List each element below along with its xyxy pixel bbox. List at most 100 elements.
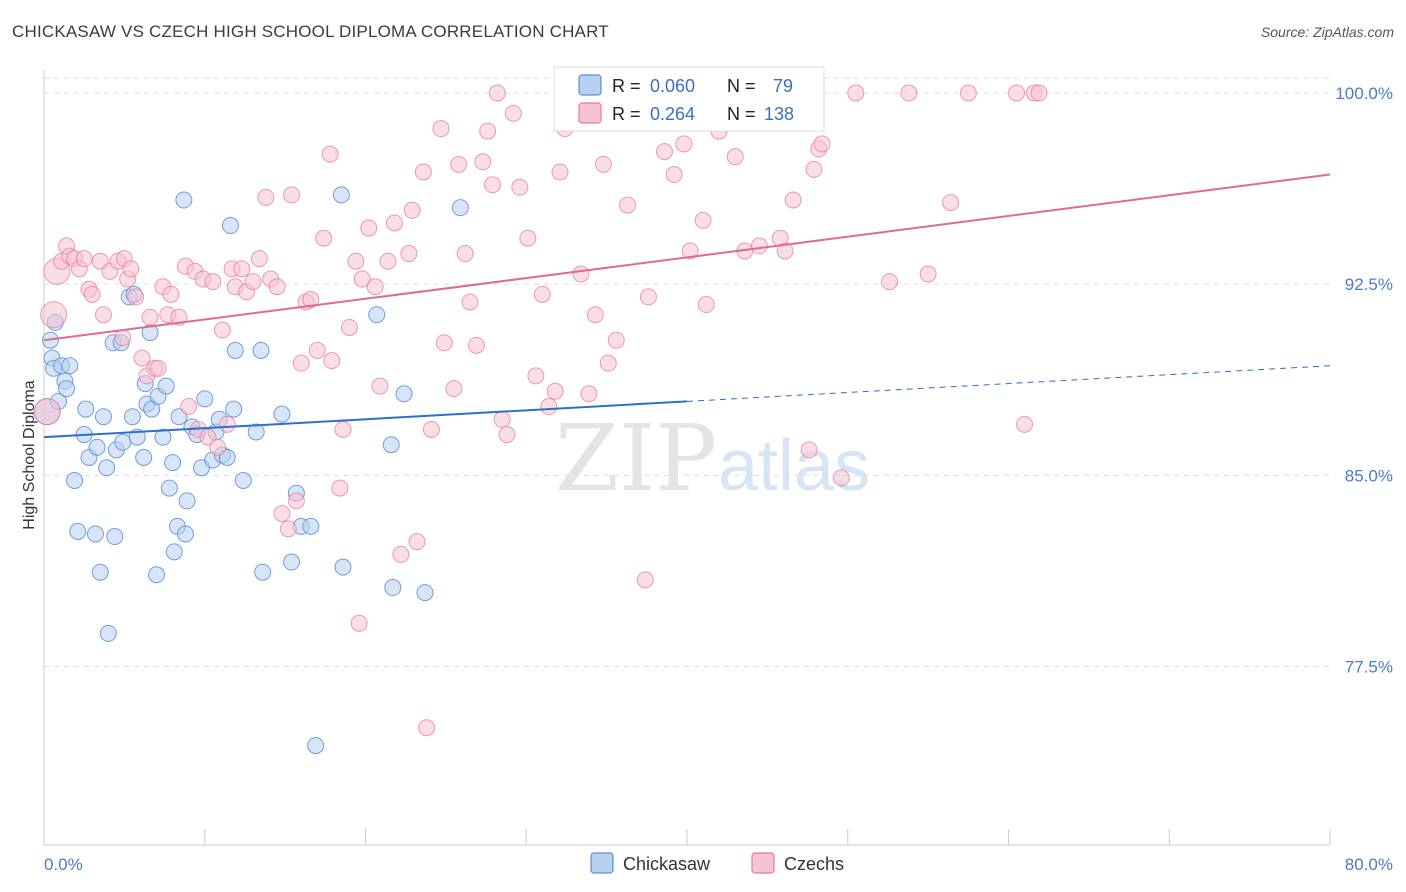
czech-point	[483, 176, 501, 194]
chickasaw-point	[226, 341, 244, 359]
czech-point	[784, 191, 802, 209]
czech-point	[83, 285, 101, 303]
czech-point	[432, 120, 450, 138]
czech-point	[461, 293, 479, 311]
czech-point	[371, 377, 389, 395]
chickasaw-point	[69, 522, 87, 540]
czech-point	[607, 331, 625, 349]
czech-point	[919, 265, 937, 283]
y-tick-label: 92.5%	[1345, 275, 1393, 294]
czech-point	[800, 441, 818, 459]
czech-point	[273, 505, 291, 523]
czech-point	[244, 273, 262, 291]
chickasaw-point	[221, 217, 239, 235]
czech-point	[467, 336, 485, 354]
czech-point	[418, 719, 436, 737]
chickasaw-point	[98, 459, 116, 477]
chickasaw-point	[91, 563, 109, 581]
czech-point	[655, 143, 673, 161]
chickasaw-point	[252, 341, 270, 359]
czech-point	[580, 385, 598, 403]
czech-point	[360, 219, 378, 237]
legend-r-value-czech: 0.264	[650, 104, 695, 124]
chickasaw-point	[225, 400, 243, 418]
watermark-zip: ZIP	[555, 405, 717, 512]
czech-point	[180, 398, 198, 416]
czech-point	[127, 288, 145, 306]
czech-point	[334, 420, 352, 438]
czech-point	[639, 288, 657, 306]
czech-point	[675, 135, 693, 153]
chickasaw-point	[332, 186, 350, 204]
czech-point	[694, 211, 712, 229]
chickasaw-point	[94, 408, 112, 426]
chickasaw-point	[135, 449, 153, 466]
chickasaw-point	[99, 624, 117, 642]
watermark: ZIP atlas	[555, 405, 870, 512]
czech-point	[209, 438, 227, 456]
czech-point	[594, 155, 612, 173]
chickasaw-point	[247, 423, 265, 441]
chickasaw-point	[196, 390, 214, 408]
chickasaw-point	[283, 553, 301, 571]
czech-point	[287, 492, 305, 510]
czech-point	[546, 382, 564, 400]
czech-point	[832, 469, 850, 487]
czech-point	[292, 354, 310, 372]
czech-point	[847, 84, 865, 102]
czech-point	[366, 278, 384, 296]
chickasaw-point	[58, 380, 76, 398]
czech-point	[385, 214, 403, 232]
chickasaw-point	[114, 433, 132, 451]
czech-point	[474, 153, 492, 171]
chickasaw-point	[176, 525, 194, 543]
czech-point	[340, 318, 358, 336]
czech-point	[726, 148, 744, 166]
chickasaw-point	[175, 191, 193, 209]
czech-point	[149, 359, 167, 377]
bottom-legend-label-chickasaw: Chickasaw	[623, 854, 711, 874]
czech-point	[813, 135, 831, 153]
czech-point	[141, 308, 159, 326]
gridlines	[44, 77, 1330, 668]
czech-point	[308, 341, 326, 359]
legend-r-label-czech: R =	[612, 104, 641, 124]
czech-point	[900, 84, 918, 102]
chickasaw-point	[157, 377, 175, 395]
czech-point	[321, 145, 339, 163]
czech-point	[1016, 415, 1034, 433]
czech-point	[33, 398, 61, 426]
czech-point	[619, 196, 637, 214]
trend-line-czech	[43, 173, 1331, 342]
czech-point	[162, 285, 180, 303]
chart-source: Source: ZipAtlas.com	[1260, 24, 1394, 40]
czech-point	[681, 242, 699, 260]
chickasaw-point	[178, 492, 196, 510]
czech-point	[331, 479, 349, 497]
chickasaw-point	[77, 400, 95, 418]
czech-point	[403, 201, 421, 219]
bottom-legend-label-czech: Czechs	[784, 854, 844, 874]
x-tick-label-min: 0.0%	[44, 855, 83, 874]
chickasaw-point	[154, 428, 172, 446]
chickasaw-point	[61, 357, 79, 375]
chickasaw-point	[416, 584, 434, 602]
legend-n-label-chickasaw: N =	[727, 76, 756, 96]
chickasaw-point	[86, 525, 104, 543]
czech-point	[527, 367, 545, 385]
czech-point	[511, 178, 529, 196]
czech-point	[114, 329, 132, 347]
czech-point	[279, 520, 297, 538]
legend-n-value-czech: 138	[764, 104, 794, 124]
czech-point	[422, 420, 440, 438]
x-tick-label-max: 80.0%	[1345, 855, 1393, 874]
czech-point	[533, 285, 551, 303]
czech-point	[257, 188, 275, 206]
czech-point	[400, 245, 418, 263]
czech-point	[283, 186, 301, 204]
legend-n-value-chickasaw: 79	[773, 76, 793, 96]
czech-point	[599, 354, 617, 372]
czech-point	[122, 260, 140, 278]
czech-point	[350, 614, 368, 632]
